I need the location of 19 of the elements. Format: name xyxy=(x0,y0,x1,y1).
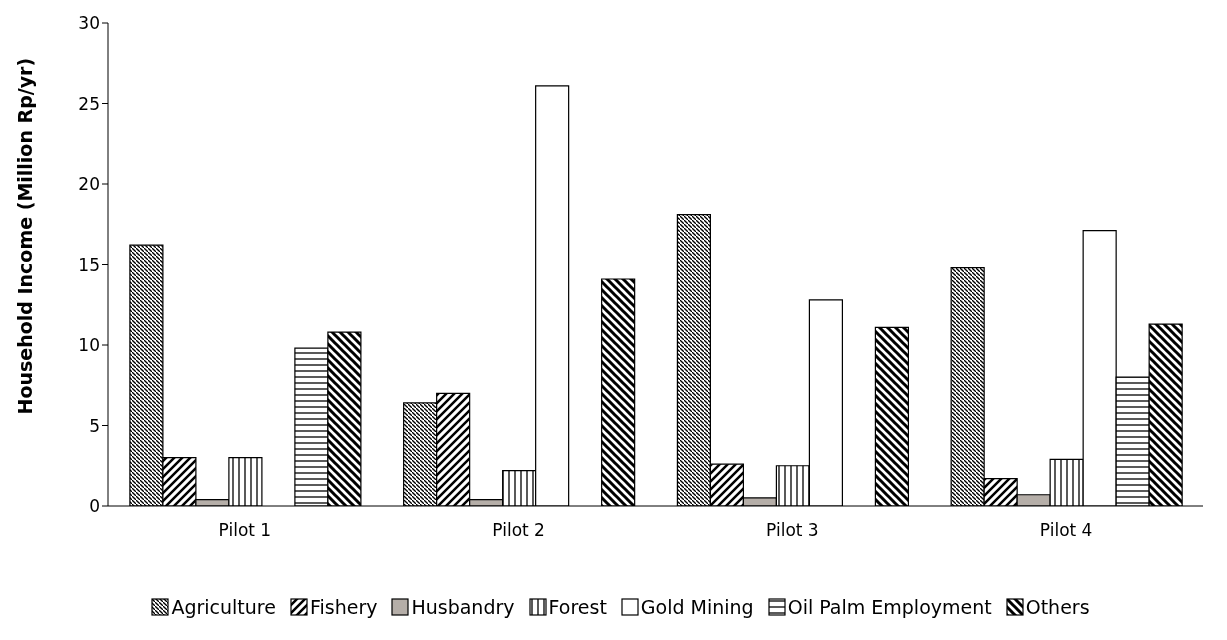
y-tick-label: 20 xyxy=(78,174,100,195)
x-tick-label: Pilot 1 xyxy=(218,520,272,541)
y-tick-label: 5 xyxy=(89,415,100,436)
x-tick-label: Pilot 3 xyxy=(766,520,819,541)
x-tick-label: Pilot 2 xyxy=(492,520,545,541)
legend-label: Agriculture xyxy=(171,596,276,618)
legend-label: Others xyxy=(1025,596,1090,618)
y-tick-label: 25 xyxy=(78,93,100,114)
legend-label: Oil Palm Employment xyxy=(787,596,992,618)
y-tick-label: 15 xyxy=(78,254,100,275)
x-tick-label: Pilot 4 xyxy=(1039,520,1093,541)
y-axis-title: Household Income (Million Rp/yr) xyxy=(13,57,36,415)
y-tick-label: 10 xyxy=(78,335,100,356)
legend-label: Fishery xyxy=(309,596,378,618)
legend-label: Husbandry xyxy=(411,596,515,618)
legend-label: Forest xyxy=(548,596,607,618)
legend-label: Gold Mining xyxy=(640,596,754,618)
y-tick-label: 0 xyxy=(89,496,100,517)
y-tick-label: 30 xyxy=(78,13,100,34)
